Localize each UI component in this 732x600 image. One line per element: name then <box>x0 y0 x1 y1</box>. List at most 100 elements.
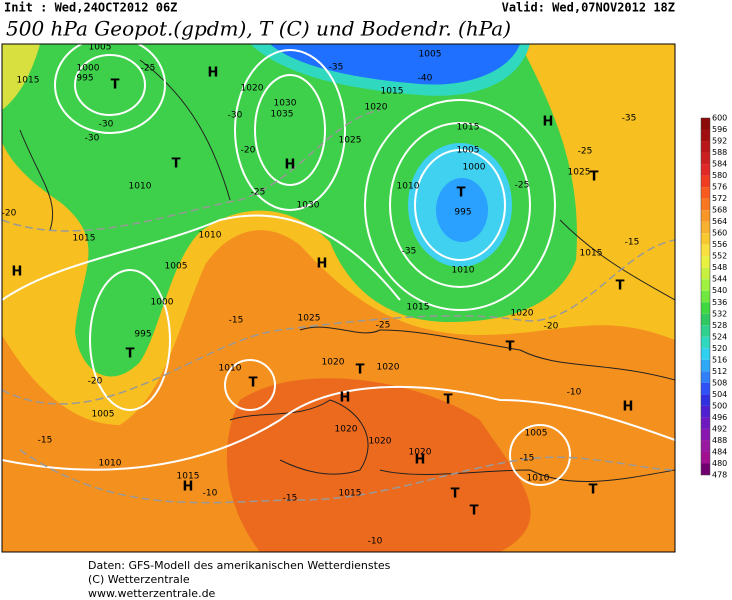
pressure-center: H <box>340 391 351 406</box>
contour-label: -35 <box>622 114 637 124</box>
contour-label: 1005 <box>525 429 548 439</box>
contour-label: -30 <box>99 120 114 130</box>
colorbar-label: 484 <box>712 447 727 456</box>
contour-label: 1010 <box>129 182 152 192</box>
map-border <box>1 43 676 553</box>
contour-label: -25 <box>376 321 391 331</box>
valid-time: Valid: Wed,07NOV2012 18Z <box>502 1 675 15</box>
colorbar-label: 478 <box>712 471 727 480</box>
contour-label: 1015 <box>177 472 200 482</box>
colorbar-swatch <box>701 118 710 130</box>
contour-label: 1020 <box>365 103 388 113</box>
colorbar-swatch <box>701 325 710 337</box>
colorbar-swatch <box>701 336 710 349</box>
colorbar-label: 532 <box>712 309 727 318</box>
contour-label: 1020 <box>409 448 432 458</box>
colorbar-swatch <box>701 244 710 257</box>
pressure-center: T <box>616 279 625 294</box>
colorbar-swatch <box>701 267 710 280</box>
colorbar-label: 580 <box>712 171 727 180</box>
colorbar-label: 588 <box>712 148 727 157</box>
contour-label: -25 <box>515 181 530 191</box>
colorbar-label: 544 <box>712 275 727 284</box>
contour-label: -25 <box>141 64 156 74</box>
footer-copyright: (C) Wetterzentrale <box>88 573 190 586</box>
pressure-center: T <box>249 376 258 391</box>
contour-label: 1025 <box>339 136 362 146</box>
contour-label: -20 <box>544 322 559 332</box>
contour-label: 1015 <box>17 76 40 86</box>
contour-label: -25 <box>578 147 593 157</box>
colorbar-swatch <box>701 405 710 418</box>
colorbar-swatch <box>701 221 710 234</box>
pressure-center: H <box>183 480 194 495</box>
colorbar-swatch <box>701 164 710 176</box>
pressure-center: H <box>317 257 328 272</box>
contour-label: 1010 <box>219 364 242 374</box>
colorbar-frame <box>700 117 711 476</box>
contour-label: 1005 <box>419 50 442 60</box>
colorbar-label: 504 <box>712 390 727 399</box>
colorbar-label: 508 <box>712 378 727 387</box>
pressure-center: T <box>111 78 120 93</box>
pressure-center: H <box>12 265 23 280</box>
pressure-center: T <box>126 347 135 362</box>
colorbar-swatch <box>701 463 710 475</box>
colorbar-swatch <box>701 187 710 199</box>
contour-label: 1005 <box>92 410 115 420</box>
colorbar-label: 576 <box>712 183 727 192</box>
colorbar-swatch <box>701 440 710 452</box>
contour-label: 1010 <box>397 182 420 192</box>
pressure-center: T <box>506 340 515 355</box>
contour-label: -15 <box>283 494 298 504</box>
contour-label: -20 <box>241 146 256 156</box>
colorbar-swatch <box>701 348 710 360</box>
colorbar-label: 524 <box>712 332 727 341</box>
pressure-center: T <box>451 487 460 502</box>
contour-label: 1010 <box>99 459 122 469</box>
contour-label: 1005 <box>457 146 480 156</box>
colorbar-label: 556 <box>712 240 727 249</box>
colorbar-label: 480 <box>712 459 727 468</box>
contour-label: 995 <box>76 74 93 84</box>
contour-label: 1020 <box>377 363 400 373</box>
contour-label: -30 <box>228 111 243 121</box>
contour-label: -15 <box>38 436 53 446</box>
contour-label: -15 <box>625 238 640 248</box>
colorbar-swatch <box>701 302 710 314</box>
colorbar-swatch <box>701 382 710 395</box>
contour-label: -10 <box>368 537 383 547</box>
contour-label: 1000 <box>463 163 486 173</box>
pressure-center: H <box>543 115 554 130</box>
contour-label: 1025 <box>568 168 591 178</box>
colorbar-swatch <box>701 451 710 464</box>
contour-label: 1030 <box>297 201 320 211</box>
contour-label: 1010 <box>527 474 550 484</box>
pressure-center: H <box>623 400 634 415</box>
contour-label: 1015 <box>407 303 430 313</box>
colorbar-label: 492 <box>712 424 727 433</box>
contour-label: -15 <box>520 454 535 464</box>
pressure-center: T <box>470 504 479 519</box>
contour-label: 1030 <box>274 99 297 109</box>
contour-label: 1005 <box>89 43 112 53</box>
contour-label: -10 <box>567 388 582 398</box>
colorbar-swatch <box>701 152 710 165</box>
pressure-center: T <box>590 170 599 185</box>
colorbar-label: 520 <box>712 344 727 353</box>
contour-label: -15 <box>229 316 244 326</box>
contour-label: -35 <box>402 247 417 257</box>
contour-label: 1035 <box>271 110 294 120</box>
colorbar-swatch <box>701 290 710 303</box>
contour-label: 1015 <box>381 87 404 97</box>
contour-label: 1015 <box>580 249 603 259</box>
pressure-center: T <box>444 393 453 408</box>
colorbar-swatch <box>701 210 710 222</box>
pressure-center: H <box>415 453 426 468</box>
colorbar-label: 600 <box>712 114 727 123</box>
colorbar-swatch <box>701 175 710 188</box>
contour-label: 995 <box>134 330 151 340</box>
